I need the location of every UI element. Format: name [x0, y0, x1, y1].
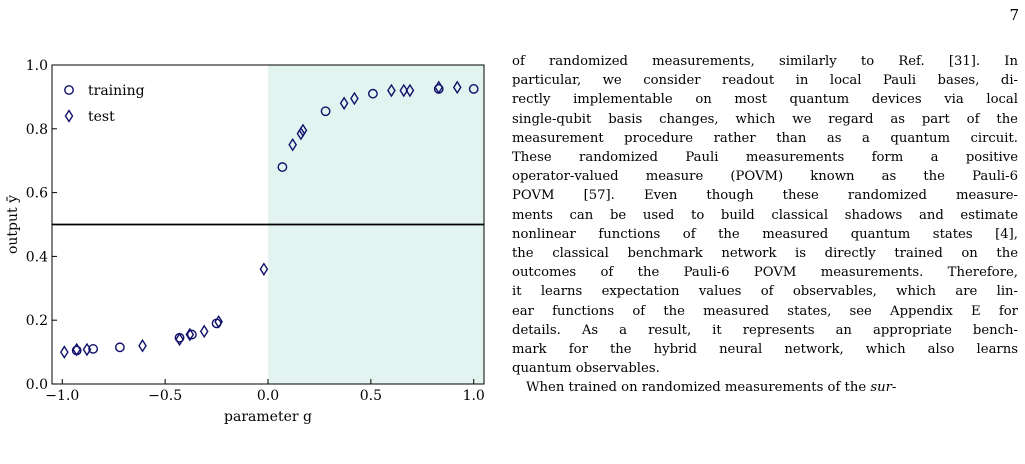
- training-point: [368, 88, 378, 99]
- x-tick-label: −0.5: [148, 388, 182, 404]
- next-paragraph-italic: sur-: [870, 380, 897, 396]
- test-point: [60, 345, 69, 359]
- y-tick-label: 1.0: [26, 58, 48, 74]
- text-line: These randomized Pauli measurements form…: [512, 150, 1018, 166]
- text-line: rectly implementable on most quantum dev…: [512, 92, 1018, 108]
- test-point: [288, 137, 298, 152]
- test-point: [350, 91, 359, 106]
- text-line: quantum observables.: [512, 361, 660, 377]
- training-point: [320, 106, 331, 117]
- x-tick-label: 1.0: [463, 388, 485, 404]
- next-paragraph-text: When trained on randomized measurements …: [526, 380, 867, 396]
- training-point: [88, 344, 99, 354]
- text-line: of randomized measurements, similarly to…: [512, 54, 1018, 69]
- test-point: [185, 327, 195, 342]
- text-line: ear functions of the measured states, se…: [512, 303, 1018, 319]
- x-axis-label: parameter g: [224, 409, 312, 425]
- text-line: nonlinear functions of the measured quan…: [512, 226, 1018, 242]
- text-line: the classical benchmark network is direc…: [512, 246, 1018, 262]
- text-line: mark for the hybrid neural network, whic…: [512, 342, 1018, 358]
- test-point: [259, 262, 269, 276]
- test-point: [296, 126, 306, 141]
- paragraph: of randomized measurements, similarly to…: [512, 52, 1018, 378]
- scatter-figure: −1.0 −0.5 0.0 0.5 1.0 0.0 0.2 0.4 0.6 0.8 1.0 param…: [0, 0, 495, 460]
- text-line: particular, we consider readout in local…: [512, 73, 1018, 89]
- y-tick-label: 0.8: [26, 122, 48, 138]
- legend-label: training: [88, 83, 145, 99]
- y-tick-label: 0.4: [26, 249, 48, 265]
- test-point: [399, 83, 409, 98]
- y-tick-label: 0.6: [26, 186, 48, 202]
- test-point: [405, 83, 415, 98]
- y-tick-label: 0.2: [26, 313, 48, 329]
- legend-label: test: [88, 109, 115, 125]
- x-tick-label: −1.0: [45, 388, 79, 404]
- test-point: [72, 342, 82, 357]
- training-point: [114, 342, 125, 353]
- test-point: [434, 80, 444, 95]
- x-tick-label: 0.0: [257, 388, 279, 404]
- paragraph-continuation: When trained on randomized measurements …: [512, 378, 1018, 397]
- legend-marker-training: [64, 85, 74, 95]
- text-line: it learns expectation values of observab…: [512, 284, 1018, 300]
- body-text-column: of randomized measurements, similarly to…: [512, 52, 1018, 398]
- training-point: [468, 84, 479, 94]
- test-point: [82, 342, 92, 357]
- test-point: [298, 123, 308, 138]
- text-line: POVM [57]. Even though these randomized …: [512, 188, 1018, 204]
- text-line: details. As a result, it represents an a…: [512, 322, 1018, 338]
- legend-marker-test: [64, 109, 74, 123]
- x-tick-label: 0.5: [360, 388, 382, 404]
- test-point: [387, 83, 396, 98]
- text-line: single-qubit basis changes, which we reg…: [512, 111, 1018, 127]
- page-number: 7: [1009, 6, 1019, 24]
- training-point: [186, 329, 197, 340]
- test-point: [339, 96, 349, 111]
- text-line: measurement procedure rather than as a q…: [512, 130, 1018, 146]
- text-line: operator-valued measure (POVM) known as …: [512, 169, 1018, 185]
- chart-svg: −1.0 −0.5 0.0 0.5 1.0 0.0 0.2 0.4 0.6 0.8 1.0 param…: [5, 58, 485, 425]
- text-line: outcomes of the Pauli-6 POVM measurement…: [512, 265, 1018, 281]
- text-line: ments can be used to build classical sha…: [512, 207, 1018, 223]
- y-tick-label: 0.0: [26, 377, 48, 393]
- test-point: [214, 314, 223, 329]
- y-axis-label: output ȳ: [5, 195, 21, 254]
- test-point: [138, 338, 147, 353]
- test-point: [452, 80, 462, 95]
- training-point: [277, 162, 288, 172]
- test-point: [175, 332, 184, 347]
- test-point: [199, 324, 209, 339]
